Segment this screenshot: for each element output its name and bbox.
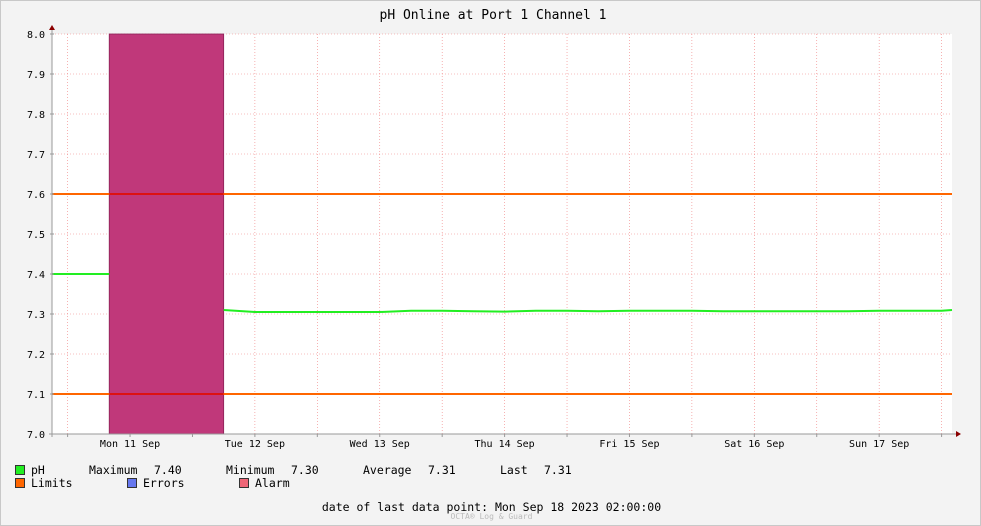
watermark: OCTA® Log & Guard (450, 512, 533, 521)
alarm-legend-label: Alarm (255, 476, 290, 490)
errors-legend-swatch (127, 478, 137, 488)
chart-title: pH Online at Port 1 Channel 1 (380, 8, 607, 23)
last-value: 7.31 (544, 463, 572, 477)
ph-legend-label: pH (31, 463, 45, 477)
min-label: Minimum (226, 463, 275, 477)
error-band (108, 33, 225, 435)
y-tick-label: 7.7 (27, 150, 45, 161)
x-tick-label: Sat 16 Sep (724, 439, 784, 450)
y-tick-label: 7.6 (27, 190, 45, 201)
ph-legend-swatch (15, 465, 25, 475)
x-tick-label: Tue 12 Sep (225, 439, 285, 450)
ph-series-line (223, 309, 953, 313)
avg-value: 7.31 (428, 463, 456, 477)
y-tick-label: 8.0 (27, 30, 45, 41)
y-tick-label: 7.2 (27, 350, 45, 361)
y-tick-label: 7.5 (27, 230, 45, 241)
limits-legend-label: Limits (31, 476, 73, 490)
max-label: Maximum (89, 463, 138, 477)
max-value: 7.40 (154, 463, 182, 477)
ph-chart: pH Online at Port 1 Channel 1 7.0 7.1 7.2 7… (27, 8, 961, 450)
y-tick-label: 7.9 (27, 70, 45, 81)
x-tick-label: Fri 15 Sep (599, 439, 659, 450)
errors-legend-label: Errors (143, 476, 185, 490)
x-tick-label: Thu 14 Sep (474, 439, 534, 450)
limits-legend-swatch (15, 478, 25, 488)
x-tick-label: Mon 11 Sep (100, 439, 160, 450)
last-data-point-text: date of last data point: Mon Sep 18 2023… (321, 500, 662, 514)
last-label: Last (500, 463, 528, 477)
avg-label: Average (363, 463, 412, 477)
y-tick-label: 7.8 (27, 110, 45, 121)
y-tick-label: 7.0 (27, 430, 45, 441)
x-axis-arrow (956, 431, 961, 437)
x-tick-label: Sun 17 Sep (849, 439, 909, 450)
y-tick-label: 7.3 (27, 310, 45, 321)
alarm-legend-swatch (239, 478, 249, 488)
y-tick-label: 7.4 (27, 270, 45, 281)
x-tick-label: Wed 13 Sep (350, 439, 410, 450)
y-tick-label: 7.1 (27, 390, 45, 401)
y-axis-arrow (49, 25, 55, 30)
min-value: 7.30 (291, 463, 319, 477)
